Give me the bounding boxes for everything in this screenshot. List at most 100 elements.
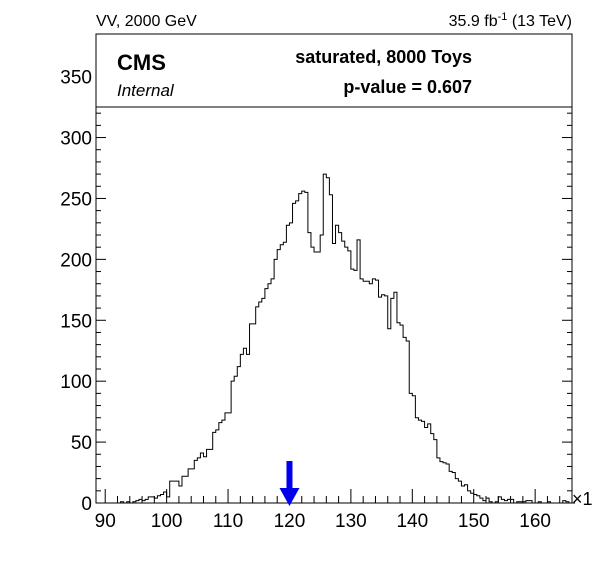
histogram-bin: [422, 421, 425, 503]
y-tick-label: 100: [60, 372, 92, 393]
histogram-bin: [388, 329, 391, 503]
histogram-bin: [431, 434, 434, 503]
x-tick-label: 130: [335, 511, 367, 532]
y-tick-label: 300: [60, 129, 92, 150]
histogram-bin: [314, 252, 317, 503]
histogram-bin: [280, 245, 283, 503]
x-tick-label: 120: [274, 511, 306, 532]
histogram-bin: [308, 233, 311, 503]
histogram-bin: [305, 192, 308, 503]
histogram-bin: [363, 281, 366, 503]
histogram-bin: [372, 279, 375, 503]
histogram-bin: [197, 458, 200, 503]
histogram-bin: [293, 203, 296, 503]
histogram-bin: [326, 178, 329, 503]
y-tick-label: 0: [81, 494, 92, 515]
x-tick-label: 90: [95, 511, 116, 532]
histogram-bin: [403, 337, 406, 503]
histogram-bin: [345, 247, 348, 503]
legend-box: [95, 33, 573, 108]
histogram-bin: [369, 284, 372, 503]
arrow-head: [279, 488, 300, 506]
histogram-bin: [283, 242, 286, 503]
x-tick-label: 160: [519, 511, 551, 532]
y-tick-label: 250: [60, 189, 92, 210]
histogram-bin: [366, 281, 369, 503]
x-tick-label: 150: [458, 511, 490, 532]
header-right-label: 35.9 fb-1 (13 TeV): [449, 11, 572, 30]
histogram-bin: [265, 289, 268, 503]
histogram-bin: [277, 250, 280, 503]
histogram-bin: [394, 292, 397, 503]
histogram-bin: [200, 453, 203, 503]
histogram-bin: [216, 430, 219, 503]
histogram-bin: [256, 307, 259, 503]
histogram-bin: [339, 233, 342, 503]
header-left-label: VV, 2000 GeV: [96, 13, 197, 30]
histogram-bin: [379, 297, 382, 503]
histogram-bin: [207, 449, 210, 503]
histogram-bin: [425, 427, 428, 503]
histogram-bin: [237, 367, 240, 503]
y-tick-label: 50: [71, 433, 92, 454]
histogram-bin: [440, 462, 443, 503]
histogram-bin: [360, 279, 363, 503]
x-multiplier-label: ×1: [572, 489, 593, 509]
histogram-bin: [299, 194, 302, 503]
histogram-bin: [455, 479, 458, 503]
cms-label: CMS: [117, 50, 166, 75]
histogram-bin: [443, 463, 446, 503]
observed-value-arrow: [279, 461, 300, 506]
arrow-shaft: [286, 461, 293, 489]
y-axis: 0 50 100 150 200 250 300 350: [60, 39, 572, 515]
x-axis: 90 100 110 120 130 140 150 160: [95, 34, 573, 532]
histogram-bin: [185, 476, 188, 503]
histogram-bin: [253, 324, 256, 503]
histogram-bin: [428, 424, 431, 503]
histogram-bin: [342, 241, 345, 503]
histogram-bin: [219, 423, 222, 503]
histogram-bin: [409, 393, 412, 503]
histogram-bin: [348, 251, 351, 503]
x-tick-label: 100: [151, 511, 183, 532]
y-tick-label: 150: [60, 311, 92, 332]
histogram-bin: [271, 279, 274, 503]
histogram-bins: [121, 174, 569, 503]
histogram-bin: [234, 376, 237, 503]
histogram-bin: [173, 481, 176, 503]
histogram-bin: [382, 295, 385, 503]
y-tick-label: 350: [60, 68, 92, 89]
histogram-bin: [302, 191, 305, 503]
histogram-bin: [332, 244, 335, 503]
histogram-bin: [289, 223, 292, 503]
histogram-bin: [259, 302, 262, 503]
histogram-bin: [311, 247, 314, 503]
histogram-bin: [320, 235, 323, 503]
histogram-line: [102, 173, 576, 504]
histogram-bin: [317, 252, 320, 503]
histogram-bin: [243, 348, 246, 503]
legend-pvalue-label: p-value = 0.607: [343, 77, 472, 97]
histogram-bin: [268, 284, 271, 503]
histogram-bin: [240, 354, 243, 503]
histogram-bin: [375, 280, 378, 503]
histogram-bin: [351, 269, 354, 503]
histogram-bin: [262, 298, 265, 503]
legend-toys-label: saturated, 8000 Toys: [295, 47, 472, 67]
histogram-bin: [397, 323, 400, 503]
histogram-bin: [415, 418, 418, 503]
histogram-bin: [246, 354, 249, 503]
histogram-bin: [418, 420, 421, 503]
x-tick-label: 140: [396, 511, 428, 532]
histogram-bin: [222, 420, 225, 503]
y-tick-label: 200: [60, 250, 92, 271]
histogram-bin: [400, 325, 403, 503]
histogram-bin: [354, 270, 357, 503]
histogram-bin: [274, 259, 277, 503]
histogram-bin: [210, 449, 213, 503]
histogram-bin: [336, 225, 339, 503]
histogram-bin: [296, 201, 299, 503]
internal-label: Internal: [117, 81, 175, 100]
x-tick-label: 110: [213, 511, 243, 532]
